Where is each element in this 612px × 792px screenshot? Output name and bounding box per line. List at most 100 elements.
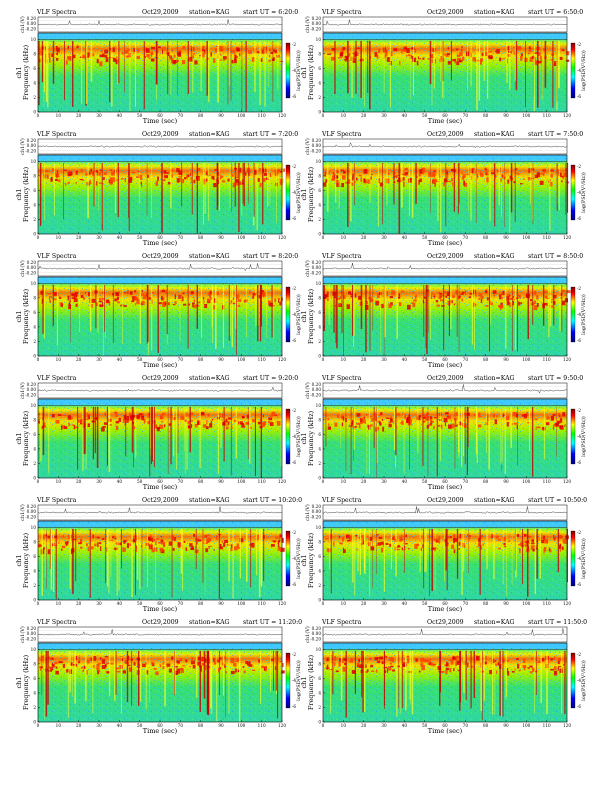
x-tick-label: 100 bbox=[522, 235, 530, 240]
colorbar bbox=[570, 286, 576, 343]
amplitude-tick-label: 0.00 bbox=[27, 631, 37, 636]
x-tick-label: 100 bbox=[522, 479, 530, 484]
panel-date: Oct29,2009 bbox=[427, 9, 464, 16]
colorbar bbox=[285, 652, 291, 709]
amplitude-axis-label: ch1(V) bbox=[19, 504, 26, 521]
x-axis-label: Time (sec) bbox=[428, 361, 463, 369]
y-tick-label: 10 bbox=[31, 37, 37, 42]
x-tick-label: 50 bbox=[422, 235, 428, 240]
amplitude-tick-label: -0.20 bbox=[25, 514, 36, 519]
x-tick-label: 60 bbox=[442, 235, 448, 240]
panel-station: station=KAG bbox=[189, 619, 230, 626]
spectrogram-panel: VLF Spectra Oct29,2009 station=KAG start UT… bbox=[15, 619, 302, 735]
x-tick-label: 40 bbox=[117, 479, 123, 484]
x-tick-label: 100 bbox=[522, 723, 530, 728]
x-tick-label: 120 bbox=[563, 357, 571, 362]
amplitude-trace bbox=[37, 506, 283, 514]
y-tick-label: 6 bbox=[33, 554, 36, 559]
amplitude-trace bbox=[37, 19, 283, 26]
colorbar-tick-label: -4 bbox=[292, 678, 296, 683]
spectrogram-panel: VLF Spectra Oct29,2009 station=KAG start UT… bbox=[300, 619, 587, 735]
colorbar bbox=[570, 652, 576, 709]
y-tick-label: 0 bbox=[318, 720, 321, 725]
x-tick-label: 80 bbox=[198, 479, 204, 484]
spectrogram-panel: VLF Spectra Oct29,2009 station=KAG start UT… bbox=[15, 375, 302, 491]
x-tick-label: 100 bbox=[237, 601, 245, 606]
x-tick-label: 10 bbox=[341, 357, 347, 362]
spectrogram-panel: VLF Spectra Oct29,2009 station=KAG start UT… bbox=[300, 375, 587, 491]
panel-title: VLF Spectra bbox=[321, 497, 362, 504]
colorbar-tick-label: -2 bbox=[577, 286, 581, 291]
amplitude-trace bbox=[37, 629, 283, 636]
x-tick-label: 20 bbox=[76, 113, 82, 118]
x-tick-label: 60 bbox=[442, 357, 448, 362]
colorbar-tick-label: -4 bbox=[292, 68, 296, 73]
x-tick-label: 10 bbox=[341, 113, 347, 118]
colorbar-tick-label: -2 bbox=[577, 530, 581, 535]
y-tick-label: 6 bbox=[33, 66, 36, 71]
y-tick-label: 4 bbox=[33, 568, 36, 573]
x-axis-label: Time (sec) bbox=[143, 727, 178, 735]
panel-station: station=KAG bbox=[474, 497, 515, 504]
y-axis-label: Frequency (kHz) bbox=[307, 654, 315, 710]
amplitude-trace bbox=[322, 628, 568, 636]
x-axis-label: Time (sec) bbox=[143, 605, 178, 613]
x-tick-label: 30 bbox=[96, 357, 102, 362]
amplitude-tick-label: 0.00 bbox=[27, 143, 37, 148]
panel-station: station=KAG bbox=[189, 497, 230, 504]
y-tick-label: 8 bbox=[318, 417, 321, 422]
colorbar-tick-label: -6 bbox=[292, 216, 296, 221]
x-axis-label: Time (sec) bbox=[428, 239, 463, 247]
y-axis-channel-label: ch1 bbox=[15, 189, 23, 201]
x-tick-label: 90 bbox=[218, 479, 224, 484]
x-tick-label: 120 bbox=[278, 723, 286, 728]
x-tick-label: 0 bbox=[322, 357, 325, 362]
y-axis-channel-label: ch1 bbox=[15, 555, 23, 567]
colorbar-tick-label: -4 bbox=[577, 556, 581, 561]
x-tick-label: 10 bbox=[56, 235, 62, 240]
x-tick-label: 120 bbox=[278, 113, 286, 118]
y-axis-label: Frequency (kHz) bbox=[22, 166, 30, 222]
x-tick-label: 0 bbox=[322, 723, 325, 728]
colorbar-tick-label: -4 bbox=[292, 190, 296, 195]
amplitude-axis-label: ch1(V) bbox=[19, 16, 26, 33]
amplitude-tick-label: 0.00 bbox=[312, 265, 322, 270]
colorbar-label: log(PSD(V²/Hz)) bbox=[295, 660, 302, 701]
colorbar-label: log(PSD(V²/Hz)) bbox=[580, 416, 587, 457]
colorbar-label: log(PSD(V²/Hz)) bbox=[580, 50, 587, 91]
x-tick-label: 60 bbox=[157, 113, 163, 118]
x-tick-label: 50 bbox=[422, 357, 428, 362]
y-axis-channel-label: ch1 bbox=[15, 311, 23, 323]
x-tick-label: 110 bbox=[543, 601, 551, 606]
amplitude-tick-label: 0.20 bbox=[27, 382, 37, 387]
panel-date: Oct29,2009 bbox=[142, 497, 179, 504]
x-tick-label: 110 bbox=[543, 357, 551, 362]
panel-title: VLF Spectra bbox=[36, 497, 77, 504]
y-axis-label: Frequency (kHz) bbox=[307, 288, 315, 344]
panel-station: station=KAG bbox=[474, 131, 515, 138]
x-tick-label: 40 bbox=[402, 723, 408, 728]
panel-station: station=KAG bbox=[474, 619, 515, 626]
colorbar bbox=[570, 530, 576, 587]
x-axis-label: Time (sec) bbox=[143, 361, 178, 369]
x-axis-label: Time (sec) bbox=[428, 727, 463, 735]
x-tick-label: 30 bbox=[381, 479, 387, 484]
x-tick-label: 40 bbox=[402, 601, 408, 606]
y-tick-label: 6 bbox=[318, 66, 321, 71]
colorbar-tick-label: -4 bbox=[577, 190, 581, 195]
x-tick-label: 10 bbox=[341, 601, 347, 606]
x-tick-label: 100 bbox=[522, 601, 530, 606]
x-tick-label: 110 bbox=[258, 601, 266, 606]
x-tick-label: 40 bbox=[117, 601, 123, 606]
amplitude-tick-label: -0.20 bbox=[310, 270, 321, 275]
y-tick-label: 6 bbox=[33, 310, 36, 315]
amplitude-tick-label: -0.20 bbox=[310, 636, 321, 641]
spectrogram-panel: VLF Spectra Oct29,2009 station=KAG start UT… bbox=[300, 131, 587, 247]
panel-date: Oct29,2009 bbox=[142, 131, 179, 138]
colorbar-tick-label: -2 bbox=[292, 42, 296, 47]
x-tick-label: 70 bbox=[178, 601, 184, 606]
x-tick-label: 80 bbox=[198, 235, 204, 240]
x-tick-label: 80 bbox=[198, 601, 204, 606]
amplitude-tick-label: 0.20 bbox=[312, 382, 322, 387]
